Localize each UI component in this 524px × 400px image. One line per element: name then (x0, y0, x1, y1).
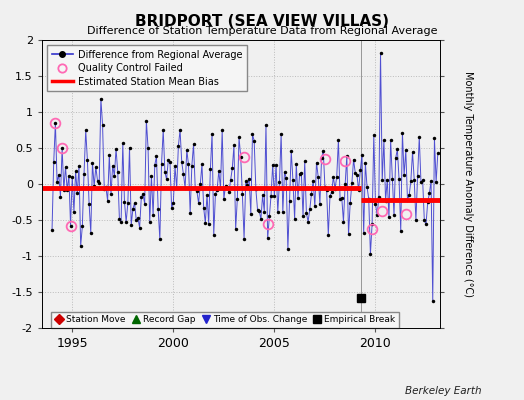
Y-axis label: Monthly Temperature Anomaly Difference (°C): Monthly Temperature Anomaly Difference (… (463, 71, 473, 297)
Legend: Station Move, Record Gap, Time of Obs. Change, Empirical Break: Station Move, Record Gap, Time of Obs. C… (51, 312, 399, 328)
Text: BRIDPORT (SEA VIEW VILLAS): BRIDPORT (SEA VIEW VILLAS) (135, 14, 389, 29)
Text: Difference of Station Temperature Data from Regional Average: Difference of Station Temperature Data f… (87, 26, 437, 36)
Text: Berkeley Earth: Berkeley Earth (406, 386, 482, 396)
